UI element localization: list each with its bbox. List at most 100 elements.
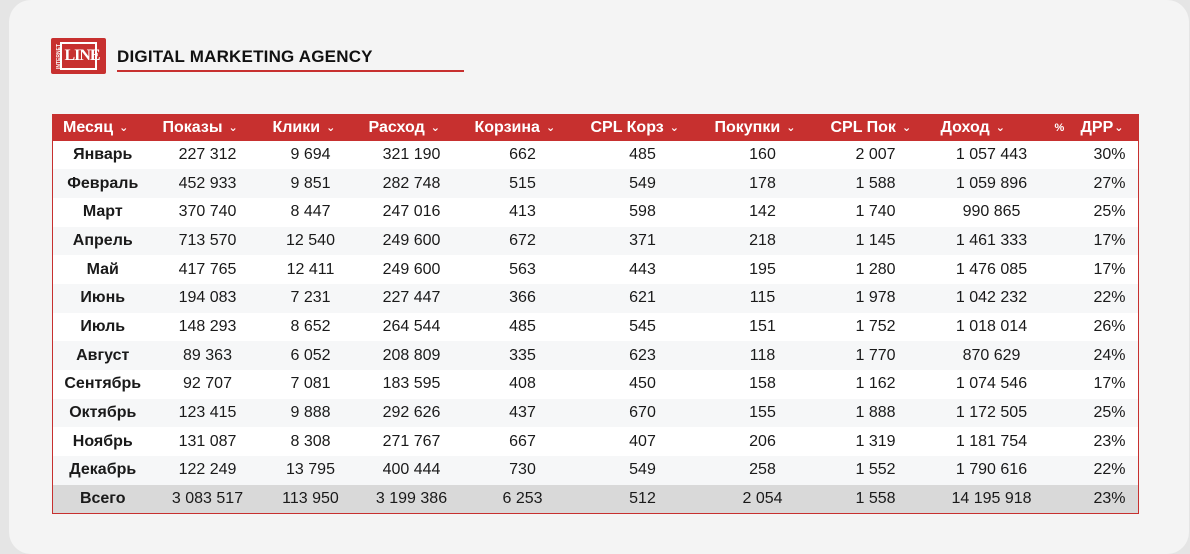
chevron-down-icon[interactable]: ⌄ (545, 122, 556, 135)
cell-revenue: 1 476 085 (955, 260, 1028, 278)
cell-cpl-cart: 450 (629, 375, 656, 393)
chevron-down-icon[interactable]: ⌄ (995, 122, 1005, 135)
chevron-down-icon[interactable]: ⌄ (119, 122, 129, 135)
cell-purchases: 218 (749, 231, 776, 249)
chevron-down-icon[interactable]: ⌄ (901, 122, 912, 135)
cell-cart: 730 (509, 461, 536, 479)
cell-cpl-purchase: 1 978 (855, 289, 896, 307)
cell-cpl-cart: 512 (629, 489, 656, 507)
chevron-down-icon[interactable]: ⌄ (228, 122, 238, 135)
cell-month: Октябрь (69, 404, 137, 422)
cell-purchases: 195 (749, 260, 776, 278)
table-row: Апрель 713 570 12 540 249 600 672 371 218 1 145… (52, 226, 1139, 256)
cell-cart: 6 253 (502, 489, 543, 507)
header-drr[interactable]: ДРР⌄ (1077, 115, 1139, 141)
logo-small-text: INTERNET (56, 43, 63, 69)
header-label: Доход (940, 118, 990, 136)
cell-month: Август (76, 346, 130, 364)
cell-month: Сентябрь (64, 375, 142, 393)
cell-revenue: 1 181 754 (955, 432, 1028, 450)
internet-line-logo: INTERNET LINE (51, 38, 106, 74)
cell-cpl-purchase: 1 280 (855, 260, 896, 278)
cell-cpl-cart: 407 (629, 432, 656, 450)
cell-cpl-cart: 549 (629, 174, 656, 192)
cell-cpl-cart: 549 (629, 461, 656, 479)
cell-month: Март (82, 203, 123, 221)
cell-cpl-purchase: 1 588 (855, 174, 896, 192)
header-label: Покупки (714, 118, 781, 136)
header-cart[interactable]: Корзина ⌄ (465, 115, 581, 141)
cell-spend: 227 447 (382, 289, 441, 307)
header-month[interactable]: Месяц ⌄ (53, 115, 153, 141)
cell-purchases: 258 (749, 461, 776, 479)
table-row: Май 417 765 12 411 249 600 563 443 195 1 280 1 4… (52, 255, 1139, 284)
cell-spend: 321 190 (382, 145, 441, 163)
cell-cart: 408 (509, 375, 536, 393)
cell-spend: 249 600 (382, 231, 441, 249)
header-percent: % (1054, 121, 1065, 134)
header-clicks[interactable]: Клики ⌄ (263, 115, 359, 141)
header-cpl-purchase[interactable]: CPL Пок ⌄ (821, 115, 931, 141)
table-row: Январь 227 312 9 694 321 190 662 485 160 2 007 1… (52, 140, 1139, 170)
cell-month: Июнь (80, 289, 126, 307)
table-row: Ноябрь 131 087 8 308 271 767 667 407 206 1 319 1… (52, 427, 1139, 457)
cell-cart: 485 (509, 317, 536, 335)
cell-cpl-cart: 545 (629, 317, 656, 335)
chevron-down-icon[interactable]: ⌄ (430, 122, 440, 135)
cell-spend: 400 444 (382, 461, 441, 479)
table-row: Февраль 452 933 9 851 282 748 515 549 178 1 588… (52, 169, 1139, 198)
header-cpl-cart[interactable]: CPL Корз ⌄ (581, 115, 705, 141)
chevron-down-icon[interactable]: ⌄ (669, 122, 679, 135)
cell-clicks: 7 231 (290, 289, 331, 307)
cell-revenue: 1 172 505 (955, 404, 1028, 422)
cell-cart: 667 (509, 432, 536, 450)
cell-drr: 17% (1093, 375, 1126, 393)
header-revenue[interactable]: Доход ⌄ (931, 115, 1053, 141)
cell-revenue: 870 629 (962, 346, 1021, 364)
cell-cart: 335 (509, 346, 536, 364)
header-label: Показы (162, 118, 223, 136)
table-row: Октябрь 123 415 9 888 292 626 437 670 155 1 888… (52, 398, 1139, 428)
logo-frame: INTERNET LINE (56, 42, 101, 70)
chevron-down-icon[interactable]: ⌄ (1114, 122, 1124, 135)
cell-impressions: 452 933 (178, 174, 237, 192)
header-label: Корзина (474, 118, 540, 136)
cell-clicks: 8 652 (290, 317, 331, 335)
cell-revenue: 1 461 333 (955, 231, 1028, 249)
header-label: ДРР (1080, 118, 1114, 136)
cell-drr: 22% (1093, 289, 1126, 307)
cell-cpl-cart: 371 (629, 231, 656, 249)
cell-cpl-purchase: 1 552 (855, 461, 896, 479)
cell-spend: 271 767 (382, 432, 441, 450)
cell-month: Декабрь (69, 461, 137, 479)
cell-drr: 17% (1093, 231, 1126, 249)
chevron-down-icon[interactable]: ⌄ (786, 122, 796, 135)
cell-cpl-purchase: 2 007 (855, 145, 896, 163)
cell-cpl-cart: 670 (629, 404, 656, 422)
cell-cpl-purchase: 1 740 (855, 203, 896, 221)
cell-spend: 292 626 (382, 404, 441, 422)
header-impressions[interactable]: Показы ⌄ (153, 115, 263, 141)
table-row: Март 370 740 8 447 247 016 413 598 142 1 740 990… (52, 197, 1139, 227)
cell-purchases: 2 054 (742, 489, 783, 507)
cell-cpl-purchase: 1 162 (855, 375, 896, 393)
cell-cart: 366 (509, 289, 536, 307)
cell-revenue: 1 790 616 (955, 461, 1028, 479)
cell-clicks: 7 081 (290, 375, 331, 393)
header-spend[interactable]: Расход ⌄ (359, 115, 465, 141)
cell-purchases: 151 (749, 317, 776, 335)
table-row: Июль 148 293 8 652 264 544 485 545 151 1 752 1 0… (52, 312, 1139, 342)
cell-impressions: 713 570 (178, 231, 237, 249)
cell-drr: 24% (1093, 346, 1126, 364)
table-row: Август 89 363 6 052 208 809 335 623 118 1 770 87… (52, 341, 1139, 370)
cell-drr: 23% (1093, 489, 1126, 507)
chevron-down-icon[interactable]: ⌄ (326, 122, 336, 135)
agency-name: DIGITAL MARKETING AGENCY (117, 47, 373, 66)
cell-purchases: 206 (749, 432, 776, 450)
cell-revenue: 1 057 443 (955, 145, 1028, 163)
cell-month: Январь (73, 145, 133, 163)
header-purchases[interactable]: Покупки ⌄ (705, 115, 821, 141)
cell-purchases: 158 (749, 375, 776, 393)
cell-revenue: 14 195 918 (951, 489, 1032, 507)
header-label: CPL Пок (830, 118, 896, 136)
